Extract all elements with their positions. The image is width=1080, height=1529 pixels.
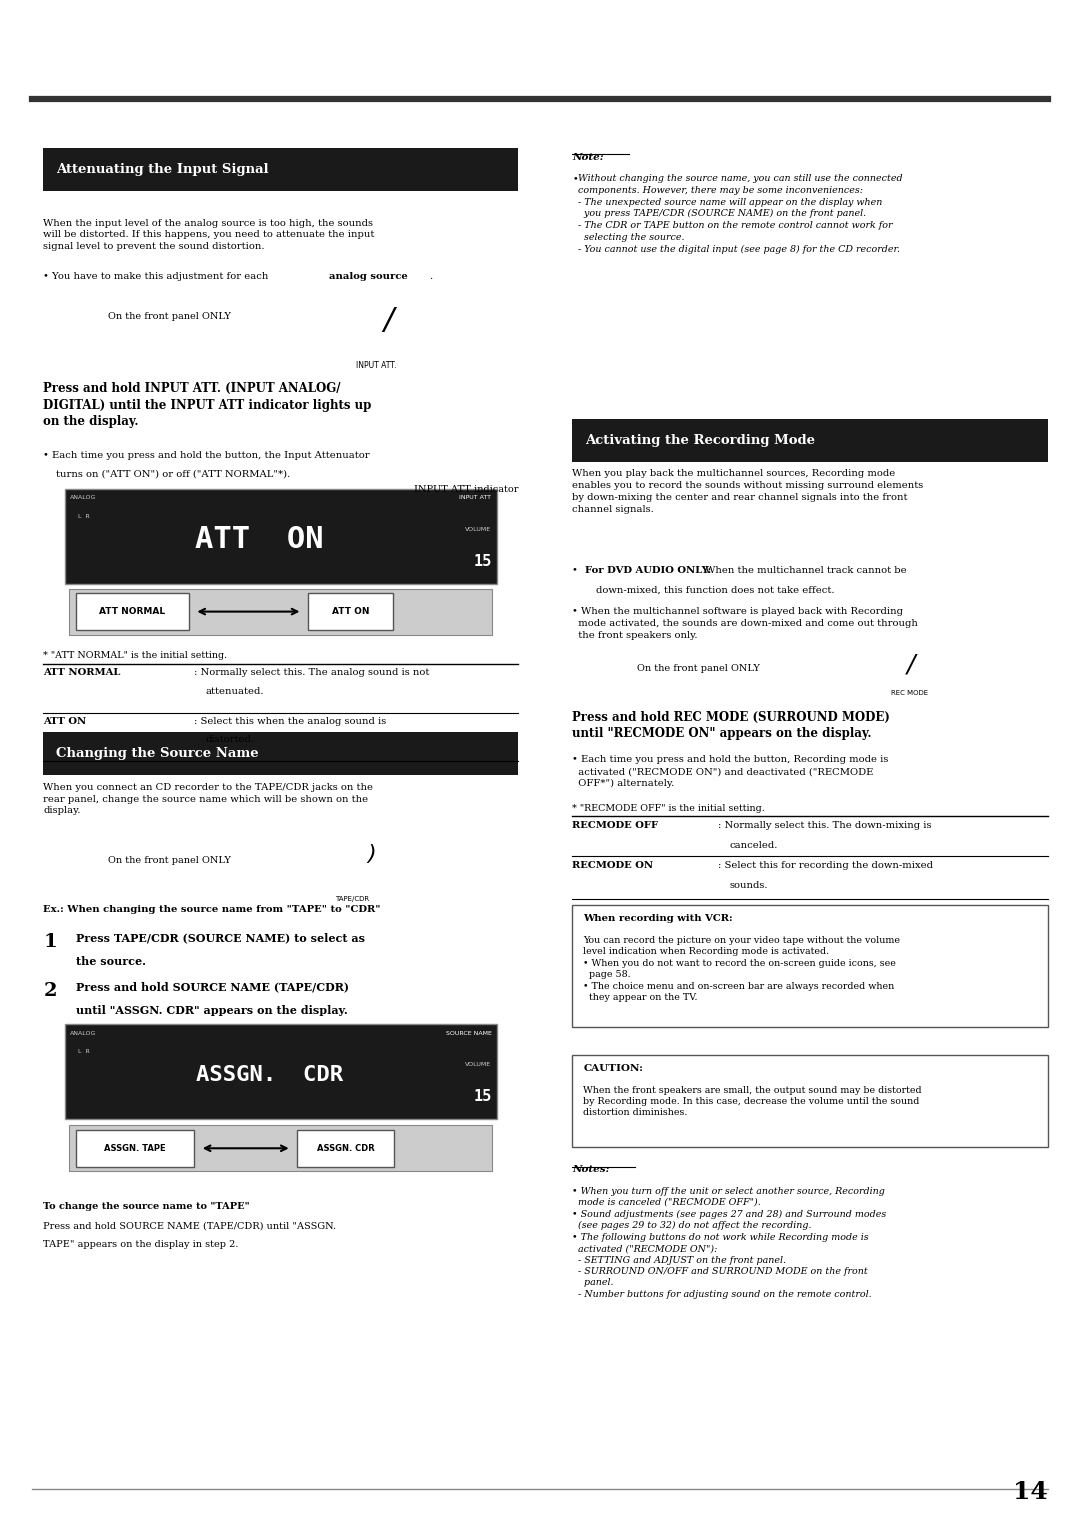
Text: When recording with VCR:: When recording with VCR:	[583, 914, 733, 924]
Text: • When you turn off the unit or select another source, Recording
  mode is cance: • When you turn off the unit or select a…	[572, 1187, 887, 1300]
Text: 15: 15	[473, 553, 491, 569]
FancyBboxPatch shape	[572, 905, 1048, 1027]
Text: Without changing the source name, you can still use the connected
  components. : Without changing the source name, you ca…	[572, 174, 903, 254]
Text: VOLUME: VOLUME	[465, 1061, 491, 1067]
FancyBboxPatch shape	[572, 419, 1048, 462]
Text: ATT  ON: ATT ON	[194, 526, 324, 553]
Text: RECMODE OFF: RECMODE OFF	[572, 821, 659, 830]
Text: Notes:: Notes:	[572, 1165, 610, 1174]
FancyBboxPatch shape	[297, 1130, 394, 1167]
Text: 15: 15	[473, 1089, 491, 1104]
Text: • Each time you press and hold the button, the Input Attenuator: • Each time you press and hold the butto…	[43, 451, 369, 460]
Text: Press and hold INPUT ATT. (INPUT ANALOG/
DIGITAL) until the INPUT ATT indicator : Press and hold INPUT ATT. (INPUT ANALOG/…	[43, 382, 372, 428]
Text: REC MODE: REC MODE	[891, 690, 928, 696]
Text: : Normally select this. The down-mixing is: : Normally select this. The down-mixing …	[718, 821, 932, 830]
Text: On the front panel ONLY: On the front panel ONLY	[108, 312, 231, 321]
Text: * "ATT NORMAL" is the initial setting.: * "ATT NORMAL" is the initial setting.	[43, 651, 227, 661]
Text: /: /	[383, 306, 393, 335]
Text: 1: 1	[43, 933, 57, 951]
FancyBboxPatch shape	[69, 589, 492, 635]
Text: Note:: Note:	[572, 153, 604, 162]
Text: TAPE" appears on the display in step 2.: TAPE" appears on the display in step 2.	[43, 1240, 239, 1249]
Text: distorted.: distorted.	[205, 735, 254, 745]
Text: When the front speakers are small, the output sound may be distorted
by Recordin: When the front speakers are small, the o…	[583, 1086, 922, 1118]
FancyBboxPatch shape	[43, 148, 518, 191]
Text: /: /	[907, 653, 916, 677]
Text: When you play back the multichannel sources, Recording mode
enables you to recor: When you play back the multichannel sour…	[572, 469, 923, 514]
Text: When the input level of the analog source is too high, the sounds
will be distor: When the input level of the analog sourc…	[43, 219, 375, 251]
Text: On the front panel ONLY: On the front panel ONLY	[637, 664, 760, 673]
Text: Press and hold SOURCE NAME (TAPE/CDR) until "ASSGN.: Press and hold SOURCE NAME (TAPE/CDR) un…	[43, 1222, 336, 1231]
Text: : Select this when the analog sound is: : Select this when the analog sound is	[194, 717, 387, 726]
Text: .: .	[429, 272, 432, 281]
Text: : Normally select this. The analog sound is not: : Normally select this. The analog sound…	[194, 668, 430, 677]
Text: L  R: L R	[78, 1049, 90, 1053]
Text: To change the source name to "TAPE": To change the source name to "TAPE"	[43, 1202, 249, 1211]
Text: On the front panel ONLY: On the front panel ONLY	[108, 856, 231, 865]
Text: ATT NORMAL: ATT NORMAL	[99, 607, 165, 616]
FancyBboxPatch shape	[69, 1125, 492, 1171]
Text: : Select this for recording the down-mixed: : Select this for recording the down-mix…	[718, 861, 933, 870]
Text: Attenuating the Input Signal: Attenuating the Input Signal	[56, 164, 269, 176]
Text: Press and hold REC MODE (SURROUND MODE)
until "RECMODE ON" appears on the displa: Press and hold REC MODE (SURROUND MODE) …	[572, 711, 890, 740]
Text: VOLUME: VOLUME	[465, 526, 491, 532]
Text: Press TAPE/CDR (SOURCE NAME) to select as: Press TAPE/CDR (SOURCE NAME) to select a…	[76, 933, 365, 943]
FancyBboxPatch shape	[43, 732, 518, 775]
Text: You can record the picture on your video tape without the volume
level indicatio: You can record the picture on your video…	[583, 936, 901, 1001]
Text: •: •	[572, 566, 581, 575]
Text: ANALOG: ANALOG	[70, 1031, 96, 1035]
Text: * "RECMODE OFF" is the initial setting.: * "RECMODE OFF" is the initial setting.	[572, 804, 765, 813]
FancyBboxPatch shape	[65, 489, 497, 584]
Text: INPUT ATT indicator: INPUT ATT indicator	[414, 485, 518, 494]
Text: ATT ON: ATT ON	[43, 717, 86, 726]
Text: down-mixed, this function does not take effect.: down-mixed, this function does not take …	[596, 586, 835, 595]
Text: INPUT ATT: INPUT ATT	[459, 495, 491, 500]
Text: attenuated.: attenuated.	[205, 687, 264, 696]
Text: For DVD AUDIO ONLY:: For DVD AUDIO ONLY:	[585, 566, 712, 575]
Text: ASSGN. TAPE: ASSGN. TAPE	[104, 1144, 166, 1153]
Text: ATT NORMAL: ATT NORMAL	[43, 668, 121, 677]
FancyBboxPatch shape	[308, 593, 393, 630]
Text: ASSGN.  CDR: ASSGN. CDR	[197, 1064, 343, 1086]
FancyBboxPatch shape	[65, 1024, 497, 1119]
FancyBboxPatch shape	[76, 593, 189, 630]
Text: ATT ON: ATT ON	[332, 607, 369, 616]
Text: sounds.: sounds.	[729, 881, 768, 890]
Text: CAUTION:: CAUTION:	[583, 1064, 644, 1073]
Text: turns on ("ATT ON") or off ("ATT NORMAL"*).: turns on ("ATT ON") or off ("ATT NORMAL"…	[56, 469, 291, 479]
FancyBboxPatch shape	[76, 1130, 194, 1167]
Text: RECMODE ON: RECMODE ON	[572, 861, 653, 870]
Text: ): )	[367, 844, 376, 864]
Text: 14: 14	[1013, 1480, 1048, 1505]
Text: ANALOG: ANALOG	[70, 495, 96, 500]
Text: Press and hold SOURCE NAME (TAPE/CDR): Press and hold SOURCE NAME (TAPE/CDR)	[76, 982, 349, 992]
Text: L  R: L R	[78, 514, 90, 518]
Text: TAPE/CDR: TAPE/CDR	[335, 896, 369, 902]
Text: When you connect an CD recorder to the TAPE/CDR jacks on the
rear panel, change : When you connect an CD recorder to the T…	[43, 783, 374, 815]
FancyBboxPatch shape	[572, 1055, 1048, 1147]
Text: analog source: analog source	[329, 272, 408, 281]
Text: 2: 2	[43, 982, 57, 1000]
Text: Activating the Recording Mode: Activating the Recording Mode	[585, 434, 815, 446]
Text: When the multichannel track cannot be: When the multichannel track cannot be	[702, 566, 906, 575]
Text: • When the multichannel software is played back with Recording
  mode activated,: • When the multichannel software is play…	[572, 607, 918, 639]
Text: • You have to make this adjustment for each: • You have to make this adjustment for e…	[43, 272, 272, 281]
Text: Changing the Source Name: Changing the Source Name	[56, 748, 259, 760]
Text: INPUT ATT.: INPUT ATT.	[356, 361, 396, 370]
Text: until "ASSGN. CDR" appears on the display.: until "ASSGN. CDR" appears on the displa…	[76, 1005, 348, 1015]
Text: • Each time you press and hold the button, Recording mode is
  activated ("RECMO: • Each time you press and hold the butto…	[572, 755, 889, 787]
Text: •: •	[572, 174, 578, 183]
Text: canceled.: canceled.	[729, 841, 778, 850]
Text: Ex.: When changing the source name from "TAPE" to "CDR": Ex.: When changing the source name from …	[43, 905, 380, 914]
Text: ASSGN. CDR: ASSGN. CDR	[316, 1144, 375, 1153]
Text: the source.: the source.	[76, 956, 146, 966]
Text: SOURCE NAME: SOURCE NAME	[446, 1031, 491, 1035]
